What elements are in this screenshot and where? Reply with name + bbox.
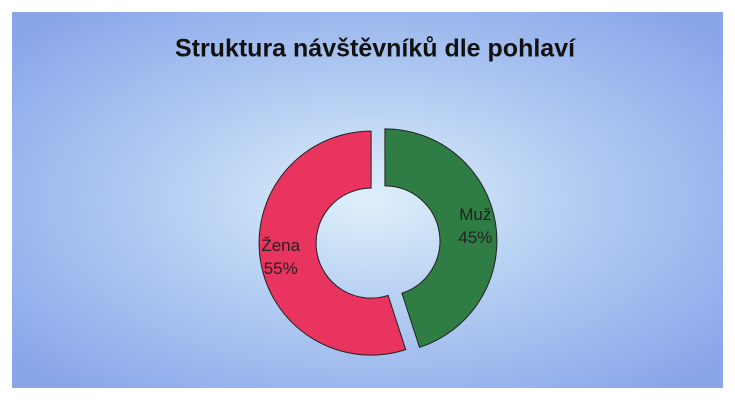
chart-title: Struktura návštěvníků dle pohlaví (175, 35, 576, 63)
data-label-name: Muž (459, 205, 491, 224)
data-label-value: 45% (458, 228, 492, 247)
data-label-name: Žena (261, 236, 300, 255)
donut-segment (258, 130, 407, 356)
data-label-value: 55% (264, 259, 298, 278)
donut-segment (384, 128, 498, 349)
